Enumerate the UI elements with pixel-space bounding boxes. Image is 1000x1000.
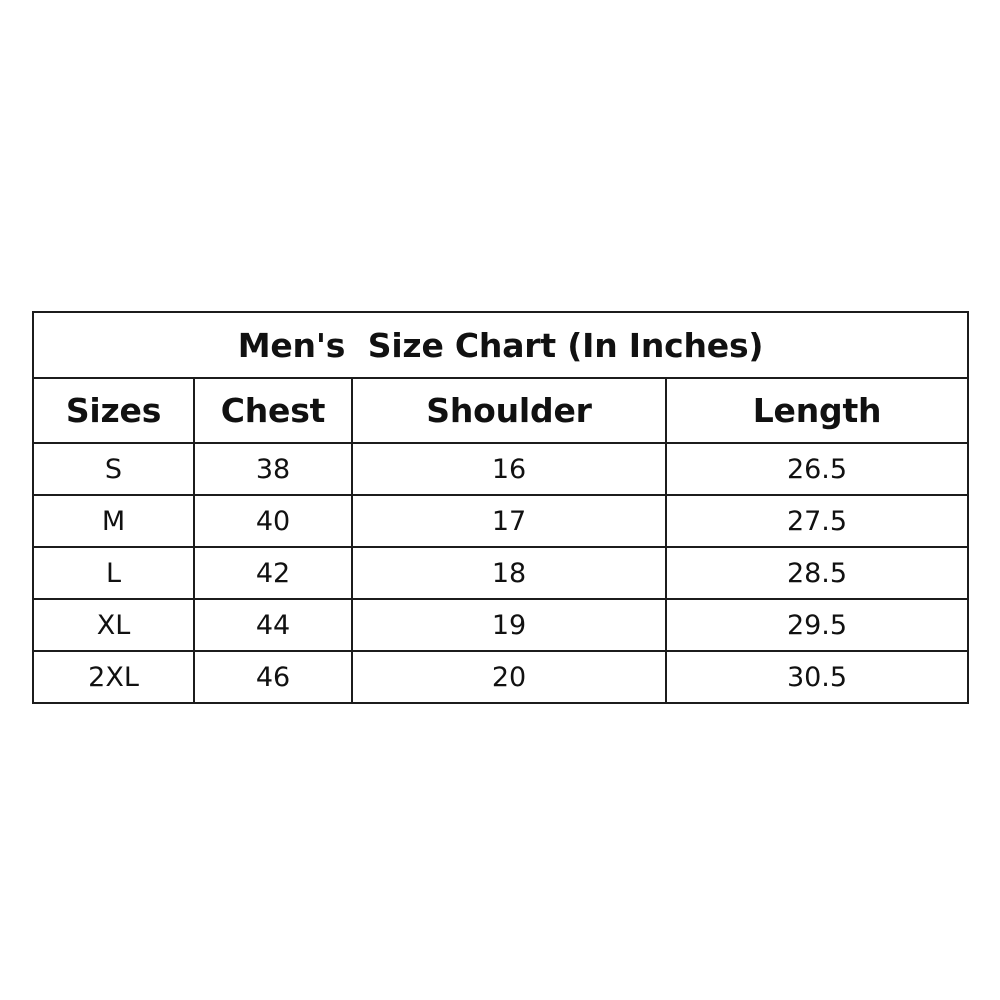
cell-size: XL [32,598,195,652]
cell-shoulder: 17 [351,494,667,548]
cell-size: S [32,442,195,496]
cell-chest: 46 [193,650,353,704]
table-row: 2XL 46 20 30.5 [32,650,970,704]
table-title: Men's Size Chart (In Inches) [31,311,970,379]
table-row: XL 44 19 29.5 [32,598,970,652]
table-row: S 38 16 26.5 [32,442,970,496]
table-header-row: Sizes Chest Shoulder Length [32,377,970,444]
cell-length: 28.5 [664,546,970,600]
cell-shoulder: 16 [351,442,667,496]
column-header-sizes: Sizes [32,377,195,444]
table-title-row: Men's Size Chart (In Inches) [31,311,970,379]
column-header-chest: Chest [193,377,353,444]
cell-length: 30.5 [664,650,970,704]
cell-chest: 40 [193,494,353,548]
cell-chest: 42 [193,546,353,600]
table-row: M 40 17 27.5 [32,494,970,548]
cell-shoulder: 18 [351,546,667,600]
cell-chest: 38 [193,442,353,496]
column-header-shoulder: Shoulder [351,377,667,444]
table-row: L 42 18 28.5 [32,546,970,600]
cell-chest: 44 [193,598,353,652]
column-header-length: Length [664,377,970,444]
cell-length: 26.5 [664,442,970,496]
cell-shoulder: 19 [351,598,667,652]
cell-length: 29.5 [664,598,970,652]
cell-size: 2XL [32,650,195,704]
cell-size: L [32,546,195,600]
cell-length: 27.5 [664,494,970,548]
cell-size: M [32,494,195,548]
cell-shoulder: 20 [351,650,667,704]
mens-size-chart-table: Men's Size Chart (In Inches) Sizes Chest… [31,311,970,704]
